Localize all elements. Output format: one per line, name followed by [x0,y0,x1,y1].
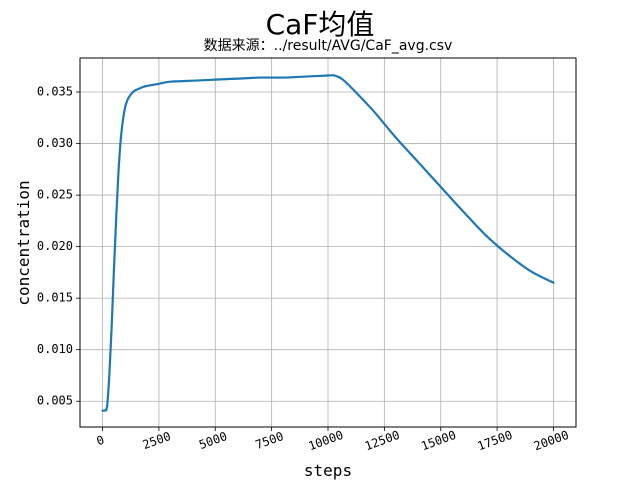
x-tick-label: 7500 [253,429,285,452]
y-tick-label: 0.005 [37,394,73,408]
y-tick-label: 0.035 [37,85,73,99]
x-tick-label: 15000 [419,428,458,454]
series-layer [101,74,555,412]
x-tick-label: 0 [95,433,107,449]
x-tick-label: 5000 [197,429,229,452]
chart-subtitle: 数据来源：../result/AVG/CaF_avg.csv [204,38,453,54]
y-tick-label: 0.025 [37,188,73,202]
x-tick-label: 17500 [476,428,515,454]
y-tick-label: 0.010 [37,342,73,356]
y-tick-label: 0.030 [37,136,73,150]
chart-title: CaF均值 [266,8,375,41]
x-tick-label: 10000 [306,428,345,454]
x-tick-label: 12500 [363,428,402,454]
x-tick-label: 20000 [532,428,571,454]
x-axis-label: steps [304,461,352,480]
series-line [101,74,555,412]
x-axis: 0 2500 5000 7500 10000 12500 15000 17500 20000 [95,427,571,453]
x-tick-label: 2500 [141,429,173,452]
y-axis: 0.005 0.010 0.015 0.020 0.025 0.030 0.035 [37,85,80,408]
y-axis-label: concentration [14,180,33,305]
y-tick-label: 0.020 [37,239,73,253]
grid [80,58,576,427]
y-tick-label: 0.015 [37,291,73,305]
